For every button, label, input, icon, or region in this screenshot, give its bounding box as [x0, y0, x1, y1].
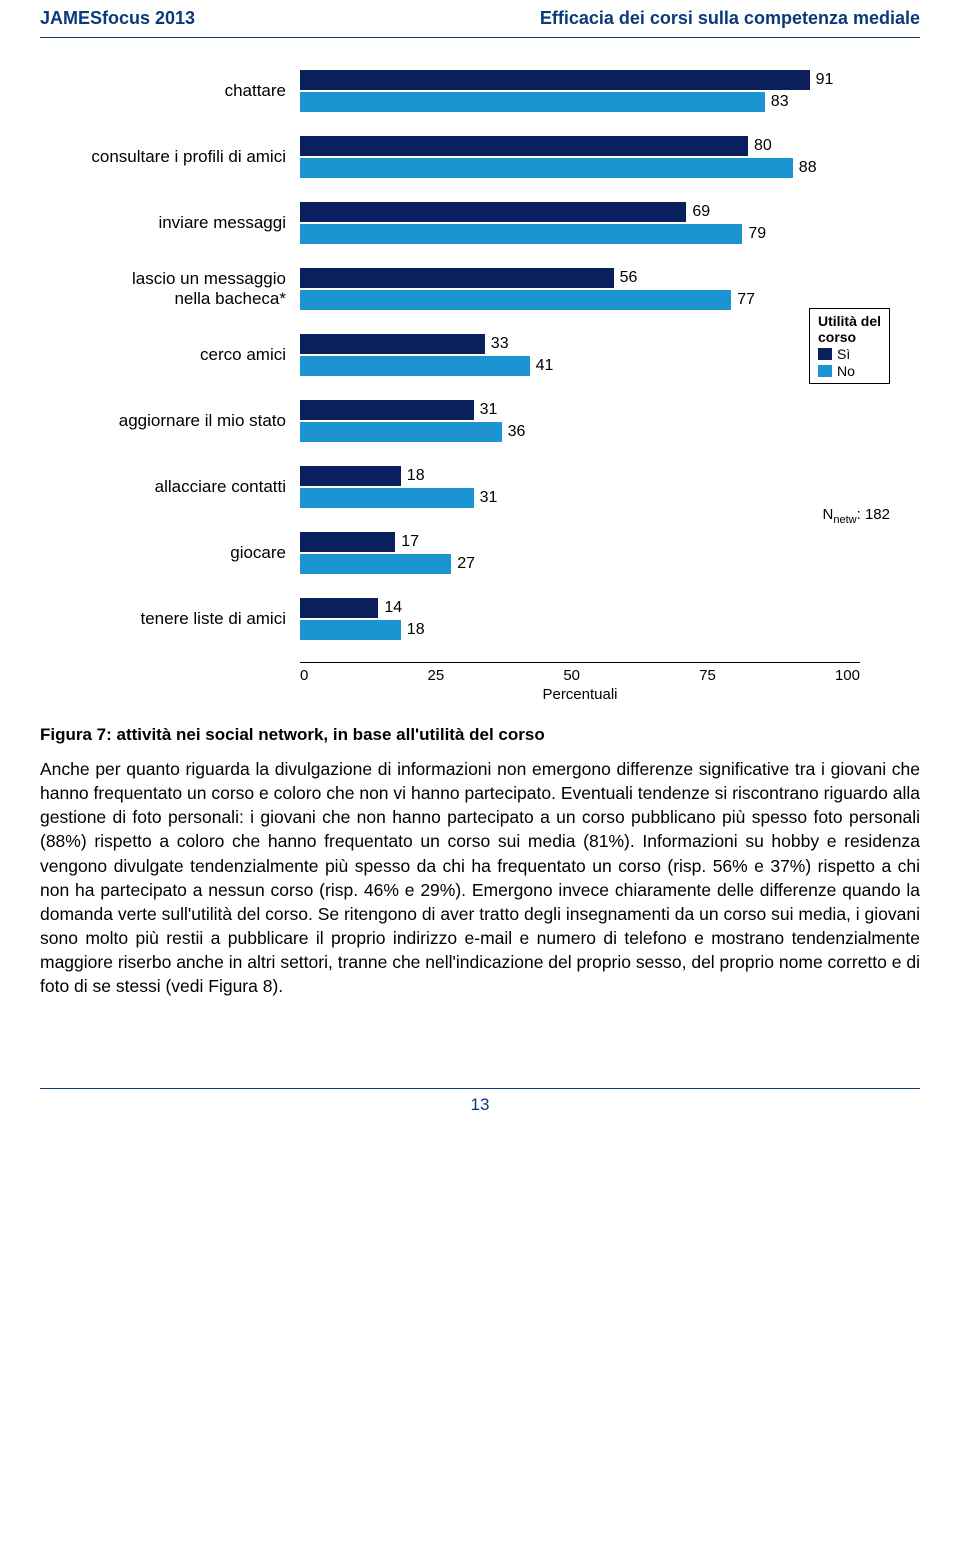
chart-category: inviare messaggi6979 [40, 200, 920, 246]
chart-category: aggiornare il mio stato3136 [40, 398, 920, 444]
chart-category: allacciare contatti1831 [40, 464, 920, 510]
bar-si: 91 [300, 70, 810, 90]
bar-value-si: 18 [407, 466, 425, 486]
bar-no: 88 [300, 158, 793, 178]
page-header: JAMESfocus 2013 Efficacia dei corsi sull… [0, 0, 960, 37]
bar-value-si: 80 [754, 136, 772, 156]
chart-category: cerco amici3341 [40, 332, 920, 378]
bars-pair: 3136 [300, 398, 920, 444]
chart-category: giocare1727 [40, 530, 920, 576]
chart-container: chattare9183consultare i profili di amic… [0, 68, 960, 703]
bar-value-si: 31 [480, 400, 498, 420]
category-label: inviare messaggi [40, 213, 300, 233]
header-right: Efficacia dei corsi sulla competenza med… [540, 8, 920, 29]
body-paragraph: Anche per quanto riguarda la divulgazion… [0, 757, 960, 998]
legend-swatch [818, 365, 832, 377]
bar-value-si: 56 [620, 268, 638, 288]
legend-swatch [818, 348, 832, 360]
axis-tick: 75 [699, 667, 716, 684]
axis-tick: 25 [427, 667, 444, 684]
category-label: consultare i profili di amici [40, 147, 300, 167]
category-label: tenere liste di amici [40, 609, 300, 629]
bars-pair: 1831 [300, 464, 920, 510]
bars-pair: 8088 [300, 134, 920, 180]
bar-value-no: 31 [480, 488, 498, 508]
bars-pair: 9183 [300, 68, 920, 114]
bar-no: 41 [300, 356, 530, 376]
bar-si: 69 [300, 202, 686, 222]
category-label: lascio un messaggionella bacheca* [40, 269, 300, 310]
bar-si: 18 [300, 466, 401, 486]
bar-si: 17 [300, 532, 395, 552]
bar-value-si: 33 [491, 334, 509, 354]
legend-label: No [837, 363, 855, 379]
axis-tick: 0 [300, 667, 308, 684]
sample-size-label: Nnetw: 182 [823, 506, 890, 526]
figure-caption: Figura 7: attività nei social network, i… [0, 703, 960, 757]
header-divider [40, 37, 920, 38]
category-label: aggiornare il mio stato [40, 411, 300, 431]
bar-si: 56 [300, 268, 614, 288]
bar-no: 79 [300, 224, 742, 244]
bar-value-si: 14 [384, 598, 402, 618]
chart-category: lascio un messaggionella bacheca*5677 [40, 266, 920, 312]
header-left: JAMESfocus 2013 [40, 8, 195, 29]
bar-value-si: 69 [692, 202, 710, 222]
bars-pair: 1727 [300, 530, 920, 576]
bar-no: 18 [300, 620, 401, 640]
bar-si: 31 [300, 400, 474, 420]
bar-value-si: 17 [401, 532, 419, 552]
bar-si: 80 [300, 136, 748, 156]
legend-item: No [818, 363, 881, 379]
bar-value-no: 41 [536, 356, 554, 376]
category-label: chattare [40, 81, 300, 101]
bar-si: 14 [300, 598, 378, 618]
chart-category: tenere liste di amici1418 [40, 596, 920, 642]
axis-tick: 100 [835, 667, 860, 684]
bar-no: 27 [300, 554, 451, 574]
bar-value-no: 88 [799, 158, 817, 178]
category-label: giocare [40, 543, 300, 563]
chart-category: chattare9183 [40, 68, 920, 114]
bar-value-no: 77 [737, 290, 755, 310]
nnetw-subscript: netw [833, 514, 856, 526]
bar-value-no: 83 [771, 92, 789, 112]
bars-pair: 6979 [300, 200, 920, 246]
bar-value-no: 18 [407, 620, 425, 640]
legend-item: Sì [818, 346, 881, 362]
bar-value-no: 36 [508, 422, 526, 442]
bar-value-no: 27 [457, 554, 475, 574]
page-number: 13 [0, 1089, 960, 1135]
bars-pair: 5677 [300, 266, 920, 312]
axis-ticks: 0 25 50 75 100 [300, 667, 860, 684]
legend-title: Utilità delcorso [818, 313, 881, 345]
category-label: allacciare contatti [40, 477, 300, 497]
category-label: cerco amici [40, 345, 300, 365]
bar-value-si: 91 [816, 70, 834, 90]
bar-si: 33 [300, 334, 485, 354]
bar-value-no: 79 [748, 224, 766, 244]
chart-category: consultare i profili di amici8088 [40, 134, 920, 180]
legend-label: Sì [837, 346, 850, 362]
bar-no: 77 [300, 290, 731, 310]
bars-pair: 1418 [300, 596, 920, 642]
x-axis: 0 25 50 75 100 Percentuali [300, 662, 920, 703]
bar-no: 83 [300, 92, 765, 112]
nnetw-value: : 182 [857, 506, 890, 523]
axis-label: Percentuali [300, 686, 860, 703]
bar-chart: chattare9183consultare i profili di amic… [40, 68, 920, 642]
axis-line [300, 662, 860, 663]
legend: Utilità delcorso SìNo [809, 308, 890, 384]
bar-no: 36 [300, 422, 502, 442]
bar-no: 31 [300, 488, 474, 508]
axis-tick: 50 [563, 667, 580, 684]
